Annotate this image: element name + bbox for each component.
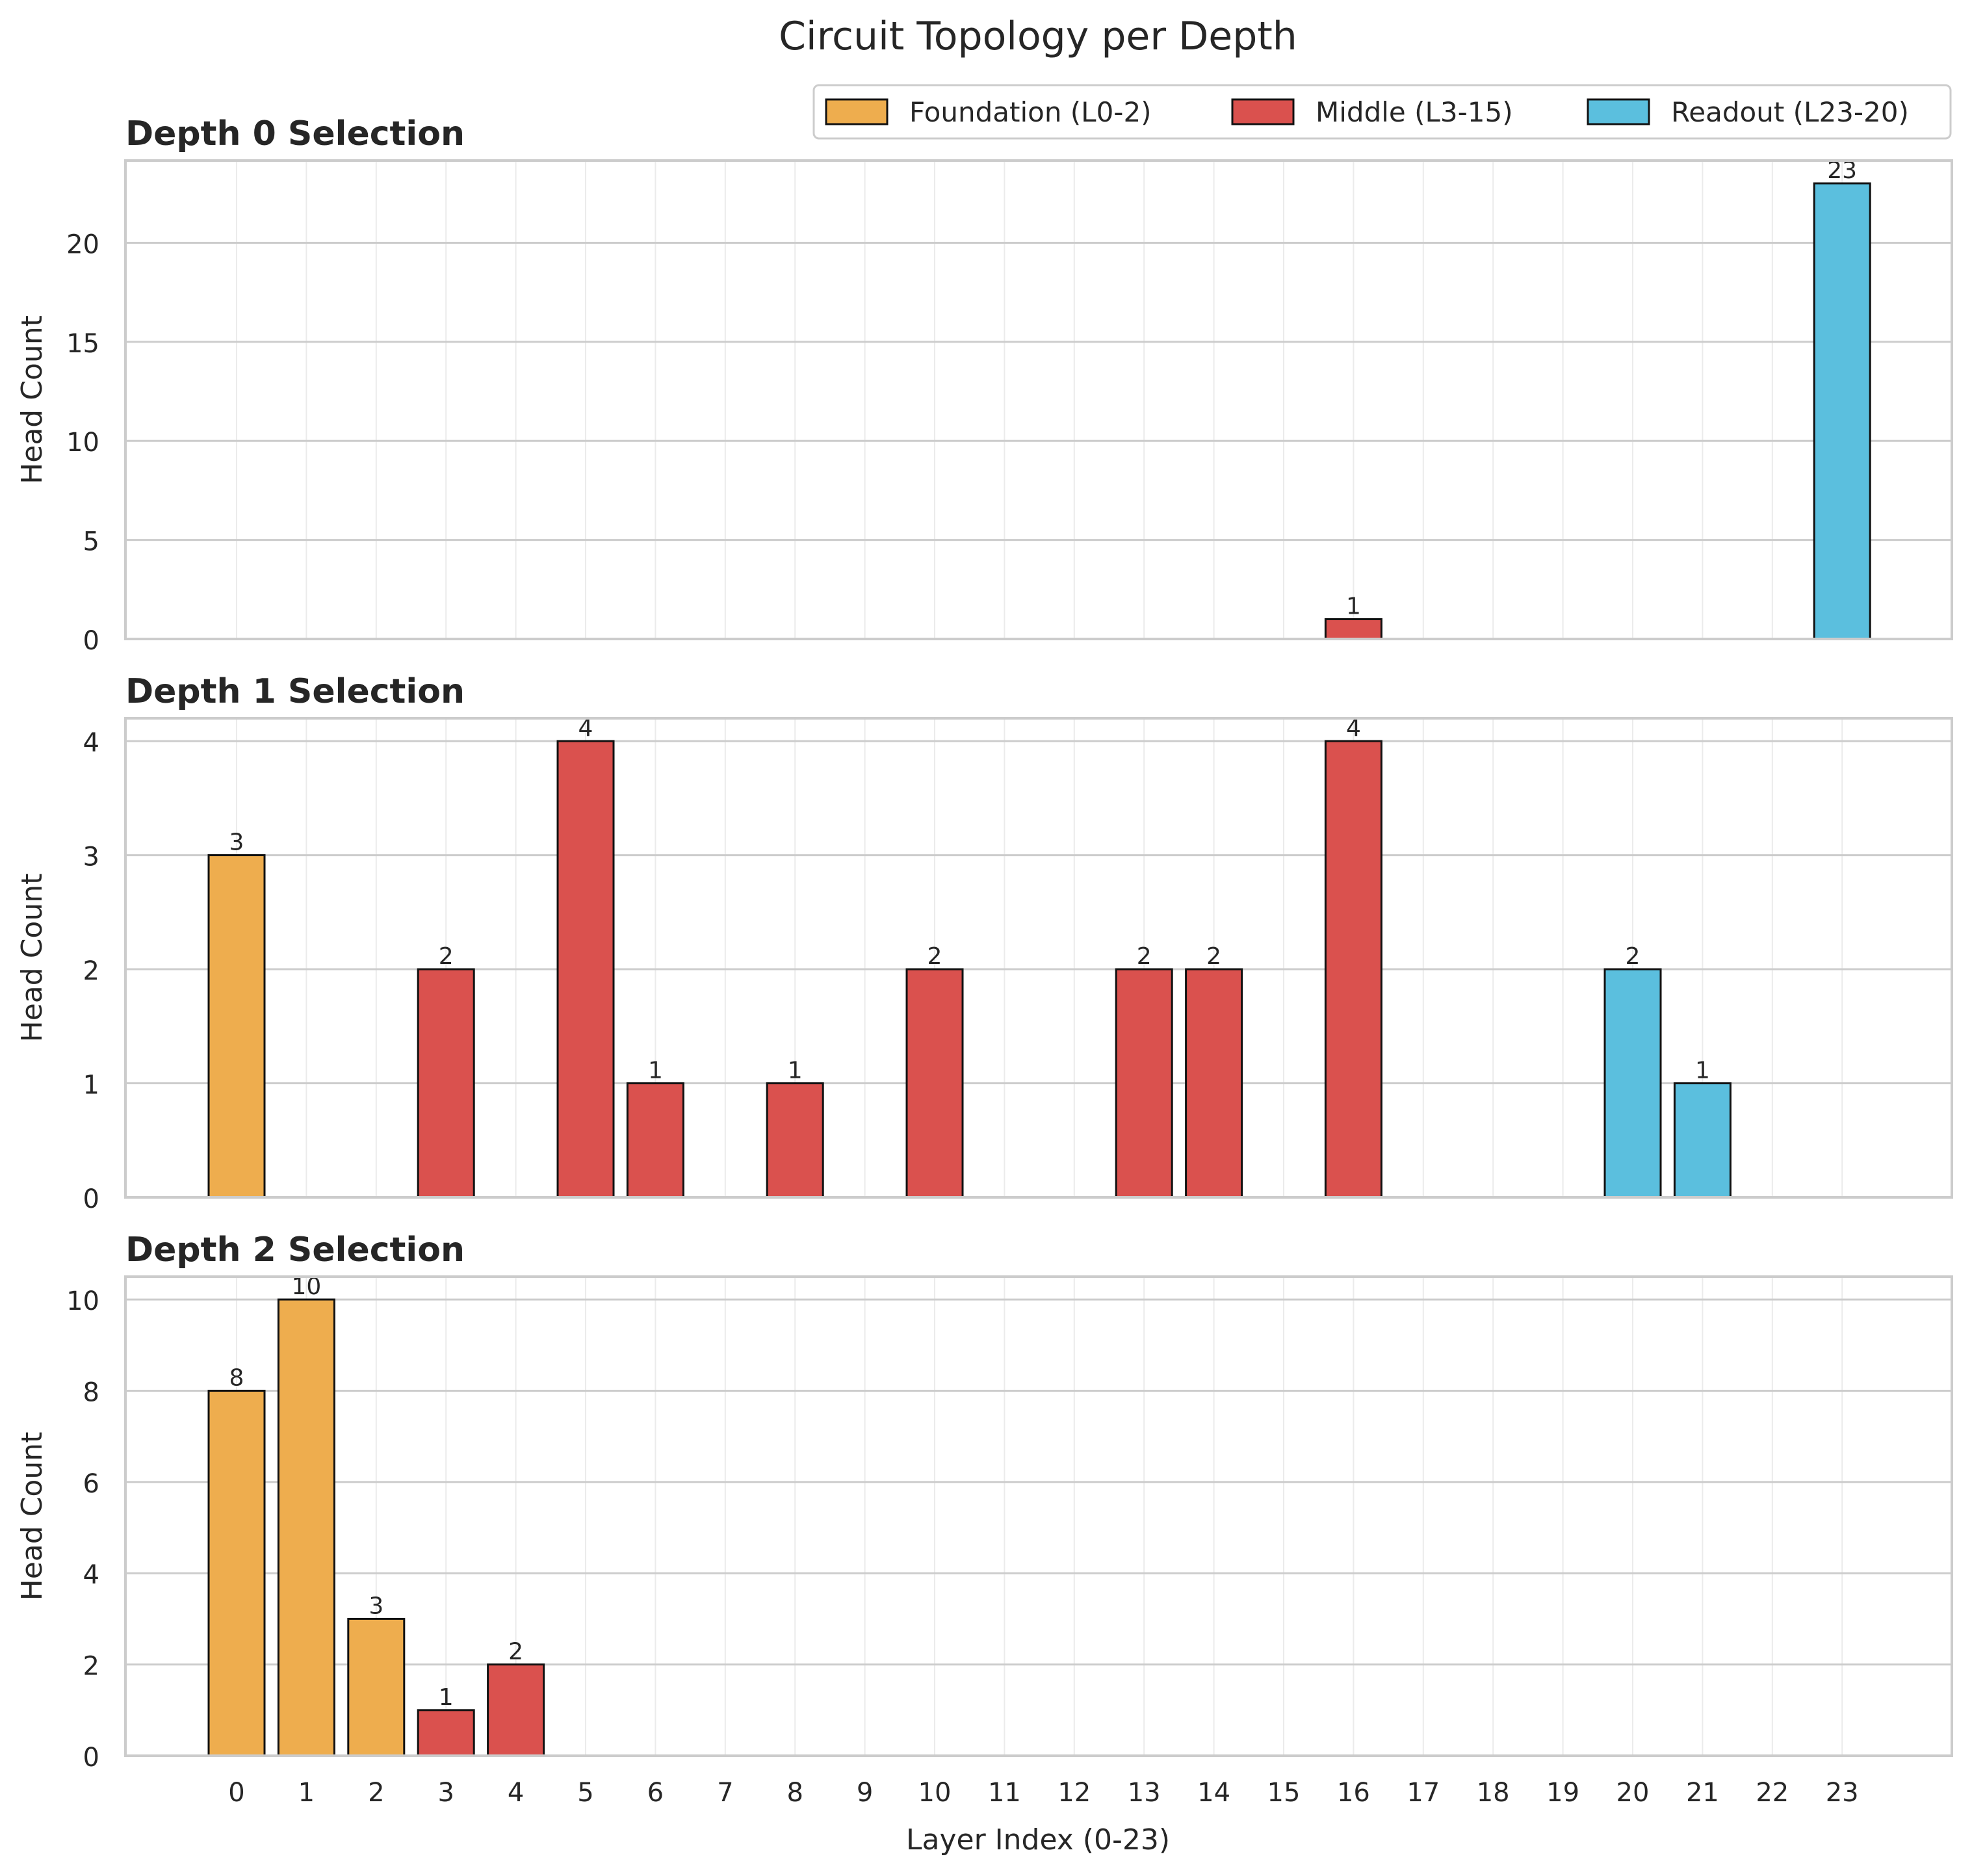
x-tick-label: 5	[577, 1778, 593, 1808]
y-tick-label: 3	[83, 842, 99, 872]
bar-layer-5	[556, 740, 615, 1199]
bar-value-label: 3	[229, 829, 244, 856]
x-tick-label: 15	[1267, 1778, 1301, 1808]
x-tick-label: 7	[717, 1778, 733, 1808]
x-tick-label: 23	[1826, 1778, 1859, 1808]
bar-layer-3	[417, 1709, 475, 1757]
bar-layer-0	[207, 1389, 266, 1757]
bar-layer-8	[766, 1082, 824, 1199]
bar-value-label: 2	[1137, 943, 1152, 970]
bar-layer-16	[1324, 618, 1382, 640]
bar-layer-0	[207, 854, 266, 1199]
legend-swatch-middle	[1231, 98, 1295, 125]
x-tick-label: 2	[368, 1778, 384, 1808]
panel-title: Depth 2 Selection	[125, 1231, 465, 1270]
y-tick-label: 0	[83, 1743, 99, 1773]
bar-value-label: 4	[578, 715, 593, 742]
legend-label-middle: Middle (L3-15)	[1316, 96, 1513, 128]
y-tick-label: 2	[83, 1652, 99, 1682]
y-tick-label: 4	[83, 1560, 99, 1590]
bar-value-label: 1	[1695, 1058, 1710, 1084]
panel-title: Depth 0 Selection	[125, 114, 465, 153]
x-tick-label: 9	[857, 1778, 873, 1808]
x-tick-label: 0	[228, 1778, 244, 1808]
legend-label-readout: Readout (L23-20)	[1671, 96, 1909, 128]
y-tick-label: 8	[83, 1377, 99, 1407]
x-tick-label: 13	[1128, 1778, 1161, 1808]
x-tick-label: 12	[1057, 1778, 1091, 1808]
x-tick-label: 11	[988, 1778, 1021, 1808]
y-tick-label: 4	[83, 728, 99, 758]
bar-value-label: 1	[1346, 593, 1361, 620]
y-axis-label: Head Count	[16, 874, 49, 1043]
bar-value-label: 2	[508, 1639, 523, 1665]
x-tick-label: 10	[918, 1778, 952, 1808]
y-axis-label: Head Count	[16, 1432, 49, 1601]
legend-swatch-readout	[1587, 98, 1650, 125]
x-tick-label: 1	[298, 1778, 315, 1808]
y-tick-label: 6	[83, 1469, 99, 1499]
bar-layer-14	[1185, 968, 1243, 1199]
bar-value-label: 8	[229, 1364, 244, 1391]
y-tick-label: 2	[83, 956, 99, 986]
y-tick-label: 5	[83, 527, 99, 557]
y-tick-label: 20	[66, 229, 99, 259]
y-axis-label: Head Count	[16, 315, 49, 484]
x-tick-label: 17	[1407, 1778, 1440, 1808]
bar-layer-2	[347, 1617, 406, 1757]
x-tick-label: 3	[437, 1778, 454, 1808]
bar-value-label: 2	[1206, 943, 1221, 970]
bar-value-label: 2	[439, 943, 454, 970]
y-tick-label: 0	[83, 1184, 99, 1214]
bar-value-label: 4	[1346, 715, 1361, 742]
axes-frame	[124, 159, 1953, 640]
x-tick-label: 21	[1686, 1778, 1719, 1808]
y-tick-label: 0	[83, 626, 99, 656]
legend-swatch-foundation	[825, 98, 889, 125]
x-tick-label: 14	[1197, 1778, 1230, 1808]
y-tick-label: 10	[66, 1286, 99, 1316]
x-tick-label: 22	[1756, 1778, 1789, 1808]
panel-title: Depth 1 Selection	[125, 672, 465, 711]
x-tick-label: 6	[647, 1778, 664, 1808]
bar-layer-13	[1115, 968, 1173, 1199]
bar-value-label: 2	[928, 943, 942, 970]
axes-frame	[124, 717, 1953, 1199]
bar-value-label: 1	[788, 1058, 803, 1084]
legend-box	[812, 84, 1952, 140]
bar-layer-16	[1324, 740, 1382, 1199]
y-tick-label: 10	[66, 428, 99, 458]
bar-value-label: 2	[1626, 943, 1641, 970]
figure-title: Circuit Topology per Depth	[779, 14, 1297, 59]
bar-layer-21	[1673, 1082, 1732, 1199]
bar-layer-1	[277, 1298, 335, 1757]
x-tick-label: 4	[508, 1778, 524, 1808]
x-tick-label: 8	[786, 1778, 803, 1808]
x-tick-label: 16	[1337, 1778, 1370, 1808]
legend-label-foundation: Foundation (L0-2)	[909, 96, 1152, 128]
y-tick-label: 15	[66, 329, 99, 359]
bar-value-label: 3	[369, 1593, 383, 1619]
bar-layer-10	[905, 968, 964, 1199]
x-tick-label: 20	[1616, 1778, 1650, 1808]
x-axis-label: Layer Index (0-23)	[906, 1823, 1170, 1856]
bar-value-label: 1	[648, 1058, 663, 1084]
bar-layer-23	[1813, 182, 1871, 640]
bar-layer-6	[626, 1082, 684, 1199]
axes-frame	[124, 1275, 1953, 1757]
bar-layer-4	[487, 1663, 545, 1757]
y-tick-label: 1	[83, 1071, 99, 1101]
bar-layer-20	[1603, 968, 1662, 1199]
x-tick-label: 19	[1546, 1778, 1579, 1808]
x-tick-label: 18	[1477, 1778, 1510, 1808]
bar-layer-3	[417, 968, 475, 1199]
bar-value-label: 1	[439, 1684, 454, 1711]
